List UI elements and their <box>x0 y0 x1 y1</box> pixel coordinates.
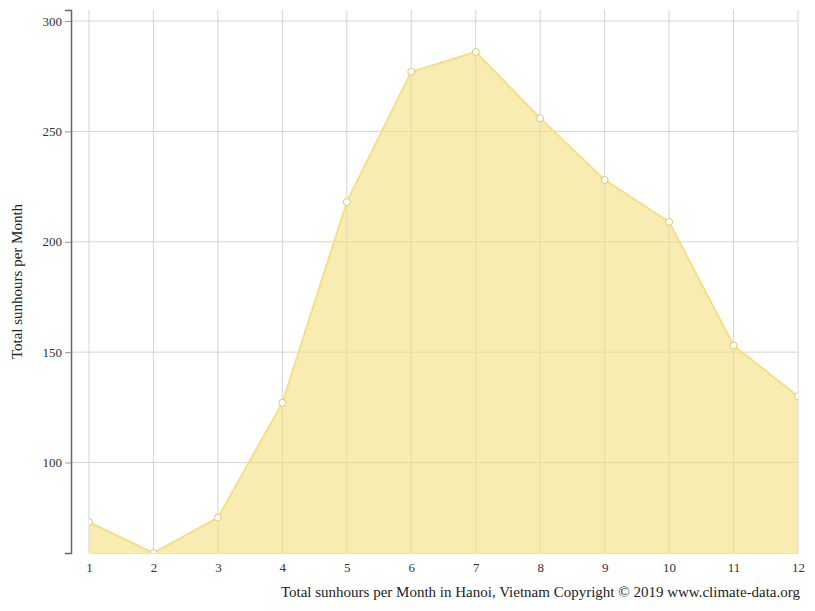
x-tick-label: 2 <box>151 560 158 575</box>
x-grid-line <box>89 10 90 553</box>
data-point <box>150 550 157 554</box>
x-tick-label: 11 <box>728 560 741 575</box>
x-tick: 9 <box>602 553 609 575</box>
y-axis: 100 150 200 250 300 <box>43 11 72 554</box>
y-tick-label: 100 <box>43 455 63 470</box>
y-tick-mark <box>65 352 71 353</box>
x-tick-label: 1 <box>86 560 93 575</box>
y-tick-label: 150 <box>43 345 63 360</box>
y-tick-label: 300 <box>43 14 63 29</box>
x-tick-label: 12 <box>792 560 805 575</box>
x-tick: 4 <box>280 553 287 575</box>
data-point <box>666 218 673 225</box>
area-fill <box>89 52 798 553</box>
area-line <box>89 52 798 553</box>
data-point <box>89 519 93 526</box>
y-tick: 200 <box>43 234 72 249</box>
x-tick: 11 <box>728 553 741 575</box>
y-tick: 100 <box>43 455 72 470</box>
y-tick-mark <box>65 463 71 464</box>
y-tick-mark <box>65 131 71 132</box>
data-point <box>343 199 350 206</box>
y-axis-line <box>65 11 72 554</box>
data-point <box>408 68 415 75</box>
y-grid-line <box>71 21 798 22</box>
x-grid-line <box>217 10 218 553</box>
x-tick: 3 <box>215 553 222 575</box>
x-tick: 12 <box>792 553 805 575</box>
data-point <box>730 342 737 349</box>
x-tick: 1 <box>86 553 93 575</box>
y-tick: 300 <box>43 14 72 29</box>
y-tick-mark <box>65 242 71 243</box>
data-point <box>214 514 221 521</box>
x-tick-label: 9 <box>602 560 609 575</box>
y-tick-mark <box>65 21 71 22</box>
x-axis: 123456789101112 <box>86 553 805 575</box>
x-tick: 8 <box>537 553 544 575</box>
x-axis-line <box>90 553 799 554</box>
data-point <box>472 48 479 55</box>
data-point <box>795 393 799 400</box>
x-tick-label: 8 <box>537 560 544 575</box>
x-tick-label: 7 <box>473 560 480 575</box>
grid <box>71 10 798 553</box>
x-tick: 2 <box>151 553 158 575</box>
x-grid-line <box>153 10 154 553</box>
x-tick: 6 <box>409 553 416 575</box>
x-tick: 7 <box>473 553 480 575</box>
data-point <box>537 115 544 122</box>
x-tick-label: 5 <box>344 560 351 575</box>
plot-area <box>89 48 798 553</box>
y-tick-label: 200 <box>43 234 63 249</box>
x-tick: 5 <box>344 553 351 575</box>
y-tick: 250 <box>43 124 72 139</box>
y-axis-title: Total sunhours per Month <box>9 203 25 359</box>
y-tick-label: 250 <box>43 124 63 139</box>
y-tick: 150 <box>43 345 72 360</box>
chart: 100150200250300123456789101112Total sunh… <box>0 0 815 611</box>
x-tick-label: 3 <box>215 560 222 575</box>
data-point <box>279 399 286 406</box>
x-tick: 10 <box>663 553 676 575</box>
x-tick-label: 6 <box>409 560 416 575</box>
x-tick-label: 10 <box>663 560 676 575</box>
data-point <box>601 176 608 183</box>
x-tick-label: 4 <box>280 560 287 575</box>
chart-title: Total sunhours per Month in Hanoi, Vietn… <box>281 584 801 600</box>
